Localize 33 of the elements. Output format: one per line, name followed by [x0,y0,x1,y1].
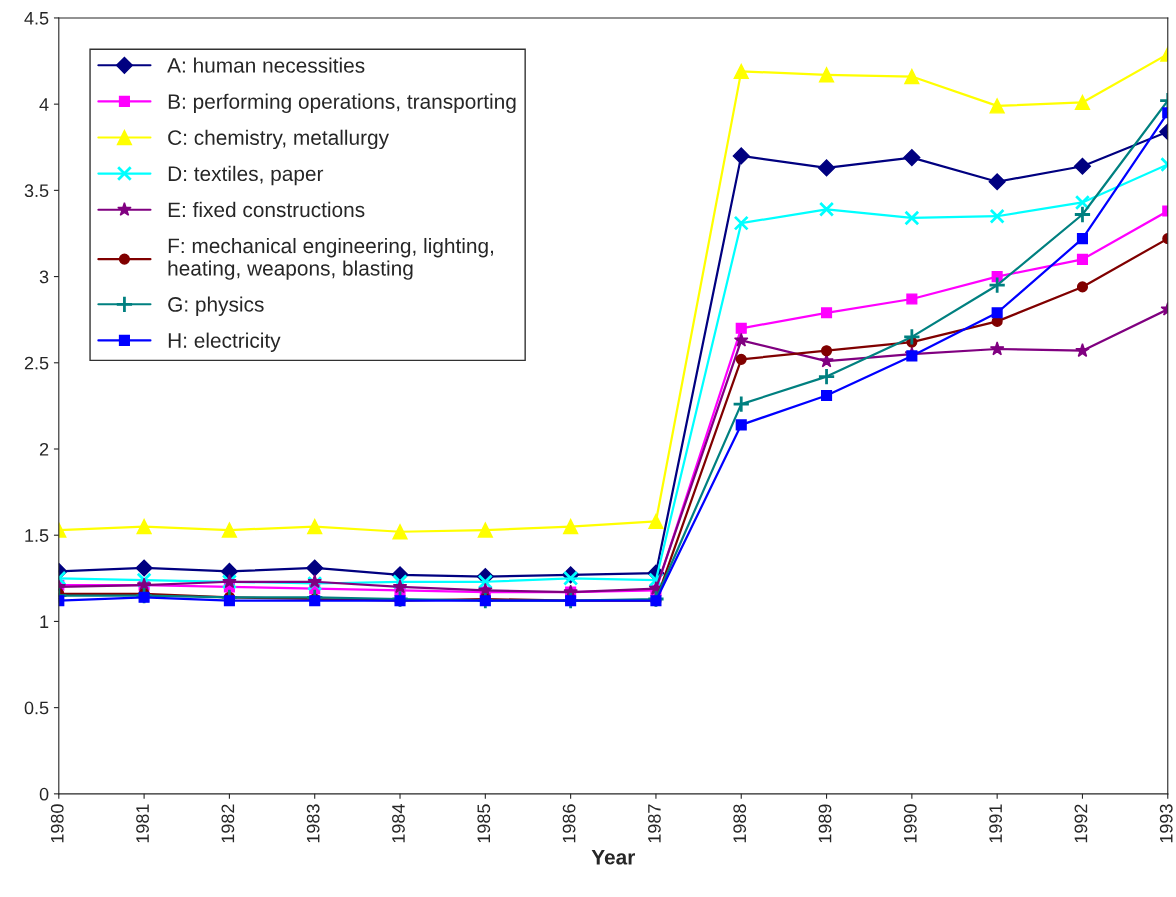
legend-label: E: fixed constructions [168,201,365,218]
x-tick-label: 1980 [50,804,64,843]
y-tick-label: 0 [39,787,49,801]
x-axis-title: Year [591,850,635,865]
x-tick-label: 1981 [136,804,149,843]
y-tick-label: 3.5 [24,184,49,198]
y-tick-label: 4 [39,98,49,111]
y-tick-label: 2.5 [24,356,49,370]
y-tick-label: 3 [39,270,49,284]
legend-label: H: electricity [168,332,281,352]
y-tick-label: 4.5 [24,12,49,25]
x-tick-label: 1983 [306,804,320,843]
x-tick-label: 1990 [903,804,917,843]
legend-label: B: performing operations, transporting [168,93,516,114]
legend-label: D: textiles, paper [168,165,324,186]
y-tick-label: 2 [39,442,49,456]
y-tick-label: 1.5 [25,529,49,542]
x-tick-label: 1986 [562,804,576,843]
x-tick-label: 1988 [733,804,747,843]
x-tick-label: 1989 [818,804,832,843]
legend-label: C: chemistry, metallurgy [168,129,389,150]
x-tick-label: 1992 [1074,804,1088,843]
y-tick-label: 1 [40,615,49,628]
x-tick-label: 1991 [989,804,1002,843]
y-tick-label: 0.5 [24,701,49,715]
x-tick-label: 1984 [392,804,405,843]
x-tick-label: 1993 [1159,804,1173,843]
legend-label: A: human necessities [167,57,365,73]
x-tick-label: 1982 [221,804,235,843]
legend-label: G: physics [168,296,264,316]
x-tick-label: 1987 [648,804,661,843]
legend-label: F: mechanical engineering, lighting, heating, weapons, blasting [168,237,493,280]
x-tick-label: 1985 [477,804,491,843]
